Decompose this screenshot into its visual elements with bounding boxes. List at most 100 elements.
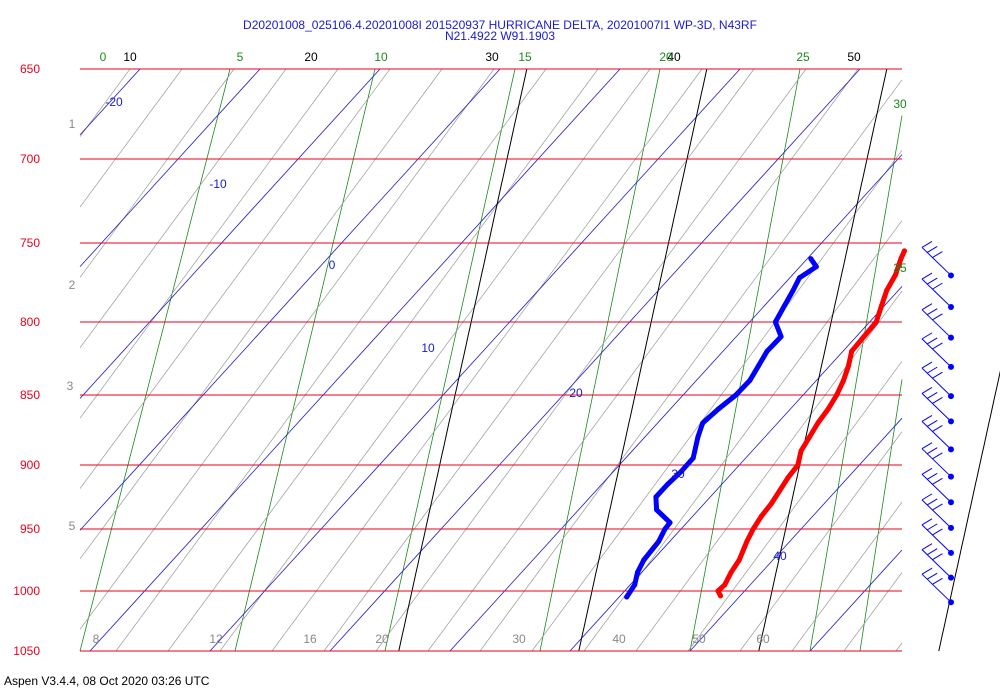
- wind-barb-flag: [921, 467, 933, 475]
- profile-point: [747, 377, 753, 383]
- wind-barb-flag: [926, 447, 938, 455]
- wind-barb-staff: [921, 473, 952, 503]
- grid-line: [167, 68, 599, 652]
- wind-barbs: [921, 241, 954, 606]
- wind-barb-staff: [921, 524, 952, 554]
- theta-line: [209, 68, 741, 652]
- pressure-tick-label: 950: [20, 522, 40, 536]
- profile-point: [790, 287, 796, 293]
- profile-point: [797, 275, 802, 281]
- profile-point: [772, 319, 778, 325]
- mixing-ratio-label: 5: [237, 50, 244, 64]
- wind-barb-dot: [948, 304, 954, 311]
- mixing-ratio-line: [859, 379, 903, 652]
- wind-barb-dot: [948, 446, 954, 453]
- grid-line: [479, 79, 903, 652]
- wind-barb-staff: [921, 338, 952, 368]
- isotherm-line: [938, 370, 1000, 652]
- mixing-ratio-line: [809, 115, 903, 652]
- grid-line: [79, 68, 443, 560]
- isotherm-tick-label: 10: [123, 50, 137, 64]
- left-scale-label: 2: [69, 278, 76, 292]
- wind-barb-staff: [921, 448, 952, 478]
- theta-label: -10: [209, 177, 227, 191]
- profile-point: [834, 392, 840, 398]
- wind-barb-dot: [948, 334, 954, 341]
- wind-barb: [921, 543, 954, 581]
- profile-point: [690, 455, 696, 461]
- mixing-ratio-label: 15: [518, 50, 532, 64]
- theta-line: [79, 68, 261, 267]
- profile-point: [813, 264, 819, 270]
- profile-point: [700, 420, 706, 426]
- wind-barb-flag: [921, 518, 933, 526]
- grid-line: [79, 68, 235, 278]
- left-scale-label: 3: [67, 379, 74, 393]
- wind-barb-staff: [921, 393, 952, 422]
- grid-line: [219, 68, 651, 652]
- theta-line: [329, 68, 861, 652]
- wind-barb-flag: [921, 303, 933, 311]
- profile-point: [718, 593, 723, 599]
- profile-point: [653, 494, 659, 500]
- profile-point: [736, 557, 742, 563]
- bottom-scale-label: 20: [375, 632, 389, 646]
- isotherm-tick-label: 20: [304, 50, 318, 64]
- theta-line: [89, 68, 621, 652]
- bottom-scale-label: 8: [93, 632, 100, 646]
- grid-line: [687, 361, 903, 652]
- profile-point: [654, 507, 660, 513]
- wind-barb-flag: [921, 567, 933, 575]
- theta-label: 30: [671, 467, 685, 481]
- profile-point: [764, 348, 770, 354]
- grid-line: [895, 642, 903, 652]
- profile-series: [624, 248, 907, 600]
- isotherm-tick-label: 40: [667, 50, 681, 64]
- profile-point: [825, 406, 831, 412]
- bottom-scale-label: 50: [692, 632, 706, 646]
- wind-barb-dot: [948, 599, 954, 606]
- wind-barb-flag: [932, 251, 943, 258]
- wind-barb-flag: [932, 282, 943, 290]
- mixing-ratio-lines: [79, 68, 903, 652]
- wind-barb-flag: [921, 361, 933, 369]
- theta-line: [449, 154, 903, 652]
- wind-barb-flag: [932, 477, 943, 485]
- profile-point: [815, 420, 821, 426]
- profile-point: [893, 272, 899, 278]
- mixing-ratio-label: 0: [100, 50, 107, 64]
- wind-barb: [921, 272, 954, 311]
- pressure-tick-label: 850: [20, 388, 40, 402]
- wind-barb-staff: [921, 278, 952, 308]
- wind-barb: [921, 493, 954, 531]
- grid-line: [79, 68, 183, 208]
- grid-line: [79, 68, 339, 419]
- profile-point: [873, 319, 879, 325]
- pressure-tick-label: 650: [20, 62, 40, 76]
- wind-barb-flag: [932, 577, 943, 585]
- grid-line: [79, 68, 495, 630]
- profile-point: [785, 475, 791, 481]
- mixing-ratio-label: 25: [796, 50, 810, 64]
- wind-barb: [921, 442, 954, 480]
- pressure-tick-label: 1050: [13, 644, 40, 658]
- pressure-tick-label: 800: [20, 315, 40, 329]
- wind-barb-flag: [932, 425, 943, 432]
- wind-barb-flag: [932, 452, 943, 460]
- pressure-tick-label: 1000: [13, 584, 40, 598]
- mixing-ratio-label: 10: [374, 50, 388, 64]
- wind-barb-flag: [932, 313, 943, 321]
- wind-barb-flag: [926, 246, 938, 253]
- isotherm-line: [578, 68, 708, 652]
- pressure-tick-label: 900: [20, 458, 40, 472]
- wind-barb-flag: [921, 272, 933, 280]
- profile-point: [769, 500, 774, 506]
- wind-barb-flag: [921, 414, 933, 422]
- bottom-scale-label: 16: [303, 632, 317, 646]
- wind-barb-staff: [921, 367, 952, 397]
- profile-point: [728, 569, 734, 575]
- wind-barb-dot: [948, 499, 954, 506]
- wind-barb-flag: [932, 342, 943, 350]
- wind-barb: [921, 567, 954, 606]
